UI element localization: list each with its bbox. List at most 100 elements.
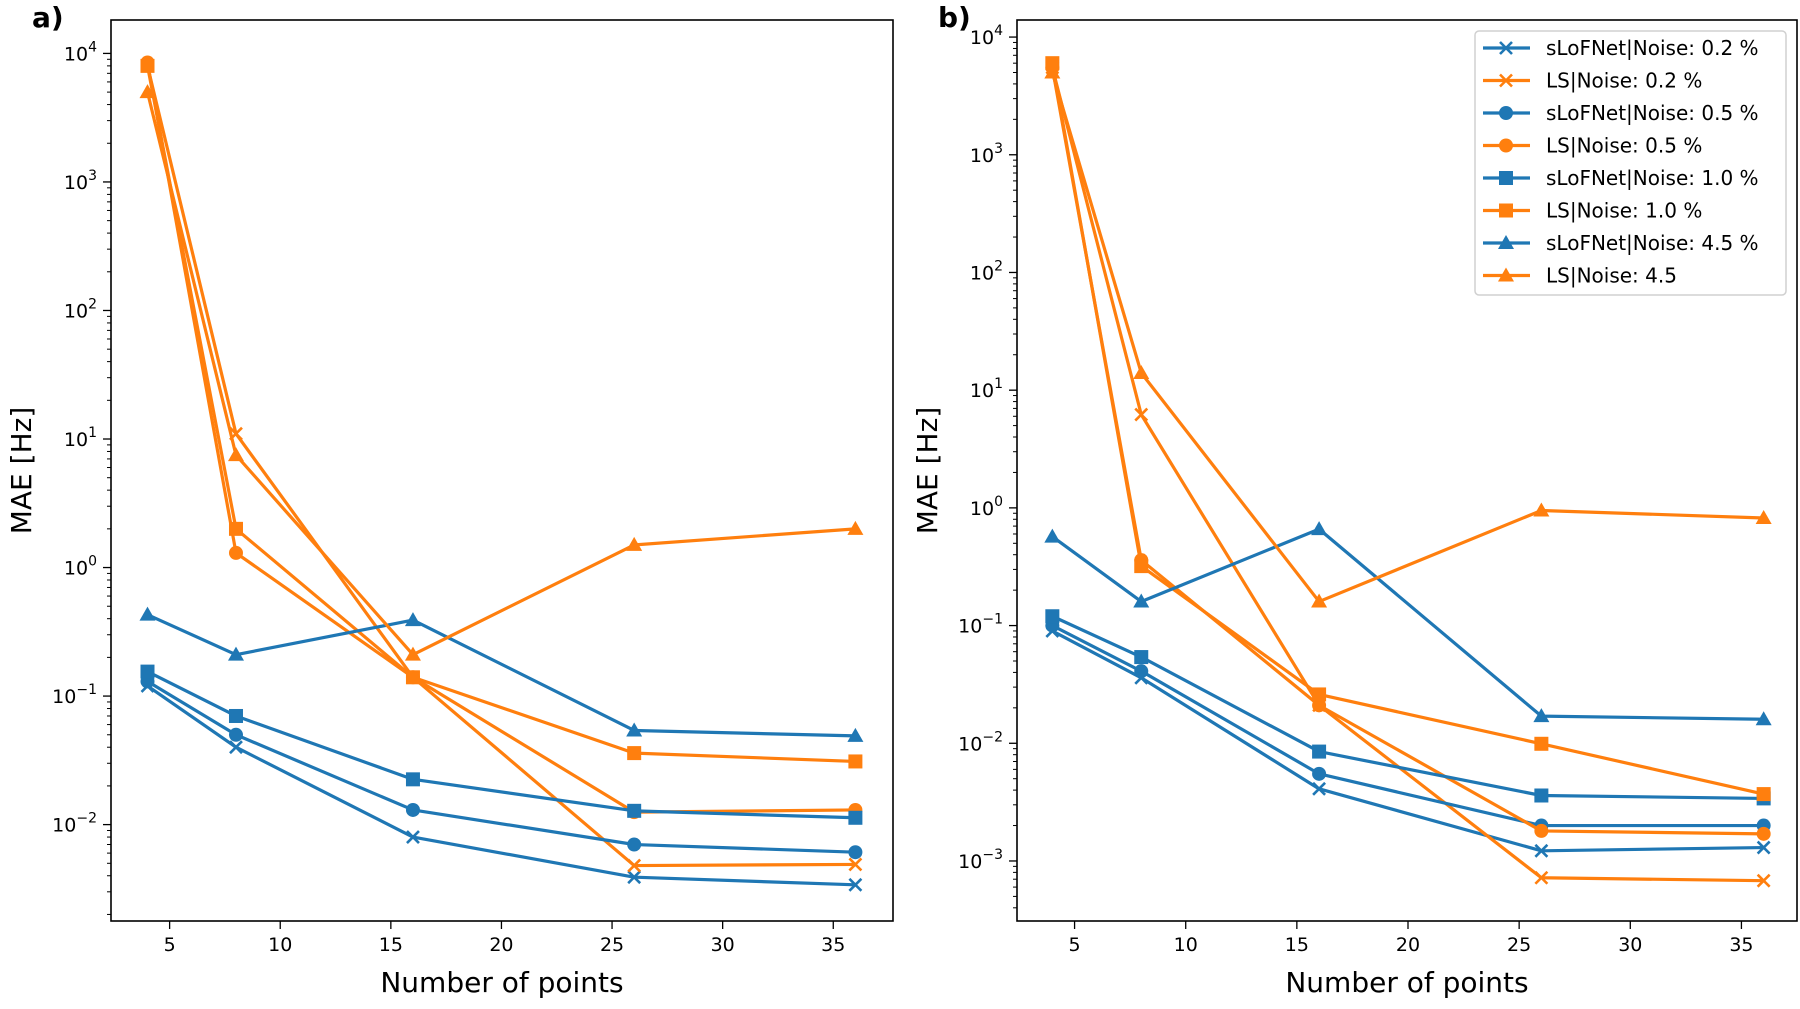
data-point (627, 803, 642, 818)
axes-frame (1016, 19, 1798, 922)
legend-item: LS|Noise: 4.5 (1483, 264, 1677, 288)
series-6 (139, 606, 864, 742)
data-point (227, 646, 244, 661)
y-tick-label: 10−1 (52, 682, 97, 708)
x-axis-label: Number of points (380, 966, 623, 999)
panel-b: 5 10 15 20 25 30 35 10−3 10−2 10−1 100 101 102 103 104… (911, 1, 1798, 999)
data-point (405, 670, 420, 685)
y-tick-label: 101 (64, 425, 97, 451)
data-point (1312, 781, 1327, 796)
data-point (227, 447, 244, 462)
legend-marker (1499, 106, 1513, 120)
data-point (1534, 788, 1549, 803)
data-point (229, 740, 243, 755)
data-point (1133, 364, 1150, 379)
series-line (145, 91, 856, 657)
x-tick-label: 30 (1618, 934, 1642, 956)
data-point (1756, 840, 1771, 855)
legend-marker (1499, 171, 1513, 185)
data-point (1312, 687, 1327, 702)
data-point (627, 837, 642, 852)
legend-label: sLoFNet|Noise: 0.2 % (1546, 36, 1759, 60)
data-point (848, 845, 863, 860)
series-line (146, 684, 856, 887)
data-point (1756, 787, 1771, 802)
data-point (1044, 64, 1061, 79)
y-tick-label: 10−2 (52, 811, 97, 837)
data-point (626, 536, 643, 551)
data-point (1134, 407, 1149, 422)
data-point (1045, 609, 1060, 624)
legend-item: LS|Noise: 1.0 % (1483, 199, 1702, 223)
legend-marker (1499, 203, 1513, 218)
legend-label: LS|Noise: 4.5 (1546, 264, 1677, 288)
y-tick-label: 103 (64, 168, 97, 194)
x-tick-label: 20 (489, 934, 513, 956)
series-7 (1044, 64, 1772, 608)
data-point (228, 521, 243, 536)
data-point (1756, 826, 1771, 841)
legend-marker (1499, 138, 1513, 153)
legend-marker (1498, 235, 1514, 249)
series-4 (140, 664, 863, 825)
panel-label: a) (32, 1, 64, 34)
data-point (1044, 528, 1061, 543)
series-line (1051, 629, 1764, 853)
legend-label: LS|Noise: 1.0 % (1546, 199, 1702, 223)
legend-item: sLoFNet|Noise: 0.5 % (1483, 101, 1759, 125)
data-point (1534, 843, 1549, 858)
data-point (848, 810, 863, 825)
data-point (1134, 559, 1149, 574)
x-tick-label: 15 (1285, 934, 1309, 956)
series-7 (139, 84, 864, 661)
series-line (146, 613, 856, 738)
series-0 (1045, 624, 1771, 858)
data-point (228, 727, 243, 742)
series-3 (140, 55, 863, 820)
legend-marker (1498, 267, 1514, 282)
series-line (146, 670, 856, 820)
data-point (848, 877, 863, 892)
legend-item: LS|Noise: 0.2 % (1483, 69, 1702, 93)
x-axis-label: Number of points (1285, 966, 1528, 999)
legend-frame (1474, 30, 1787, 296)
x-tick-label: 20 (1396, 934, 1420, 956)
data-point (140, 58, 155, 73)
data-point (848, 754, 863, 769)
data-point (1133, 593, 1150, 608)
data-point (1045, 56, 1060, 71)
x-tick-label: 10 (1174, 934, 1198, 956)
x-tick-label: 5 (1069, 934, 1081, 956)
data-point (627, 870, 642, 885)
legend-label: sLoFNet|Noise: 0.5 % (1546, 101, 1759, 125)
data-point (1533, 708, 1550, 723)
x-tick-label: 30 (711, 934, 735, 956)
data-point (1755, 510, 1772, 525)
x-tick-label: 25 (600, 934, 624, 956)
data-point (1534, 870, 1549, 885)
x-tick-label: 35 (1729, 934, 1753, 956)
legend-item: sLoFNet|Noise: 1.0 % (1483, 166, 1759, 190)
data-point (1534, 736, 1549, 751)
data-point (404, 646, 421, 661)
x-tick-label: 5 (164, 934, 176, 956)
data-point (627, 746, 642, 761)
data-point (1312, 698, 1327, 713)
panel-label: b) (938, 1, 971, 34)
y-tick-label: 103 (970, 141, 1003, 167)
series-1 (140, 58, 863, 873)
legend-label: sLoFNet|Noise: 4.5 % (1546, 231, 1759, 255)
series-line (145, 62, 856, 814)
legend-label: LS|Noise: 0.2 % (1546, 69, 1702, 93)
data-point (627, 858, 642, 873)
data-point (404, 612, 421, 627)
series-5 (140, 58, 863, 769)
x-tick-label: 10 (268, 934, 292, 956)
data-point (406, 830, 420, 844)
legend-item: LS|Noise: 0.5 % (1483, 134, 1702, 158)
legend: sLoFNet|Noise: 0.2 % LS|Noise: 0.2 % sLoFN… (1474, 30, 1787, 296)
data-point (1134, 664, 1149, 679)
y-tick-label: 104 (64, 39, 97, 65)
series-5 (1045, 56, 1771, 802)
